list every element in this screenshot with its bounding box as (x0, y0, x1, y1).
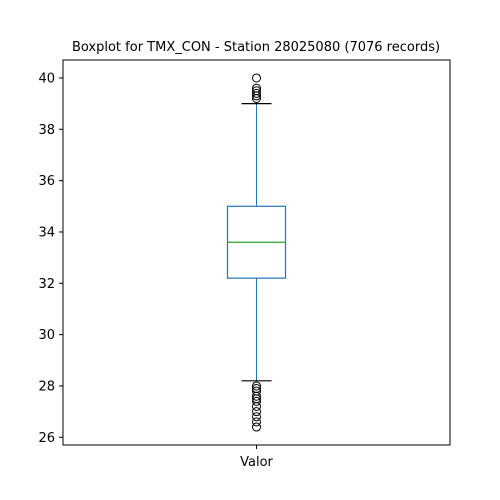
outlier-point (252, 412, 261, 422)
outlier-point (252, 83, 261, 93)
x-tick-label: Valor (240, 455, 273, 470)
y-axis: 26 28 30 32 34 36 38 40 (38, 71, 63, 446)
y-tick-label: 34 (38, 225, 55, 240)
outlier-point (252, 386, 261, 396)
y-tick-label: 32 (38, 277, 55, 292)
y-tick-label: 40 (38, 71, 55, 86)
outlier-point (252, 88, 261, 98)
y-tick-label: 36 (38, 174, 55, 189)
outlier-point (252, 384, 261, 394)
x-axis: Valor (240, 445, 274, 470)
outlier-point (252, 86, 261, 96)
boxes-layer (226, 73, 287, 432)
y-tick-label: 28 (38, 379, 55, 394)
outlier-point (252, 381, 261, 391)
y-tick-label: 30 (38, 328, 55, 343)
outlier-point (252, 417, 261, 427)
outlier-point (252, 422, 261, 432)
outlier-point (252, 407, 261, 417)
y-tick-label: 38 (38, 123, 55, 138)
outlier-point (252, 396, 261, 406)
y-tick-label: 26 (38, 431, 55, 446)
outlier-point (252, 73, 261, 83)
chart-title: Boxplot for TMX_CON - Station 28025080 (… (72, 40, 440, 55)
